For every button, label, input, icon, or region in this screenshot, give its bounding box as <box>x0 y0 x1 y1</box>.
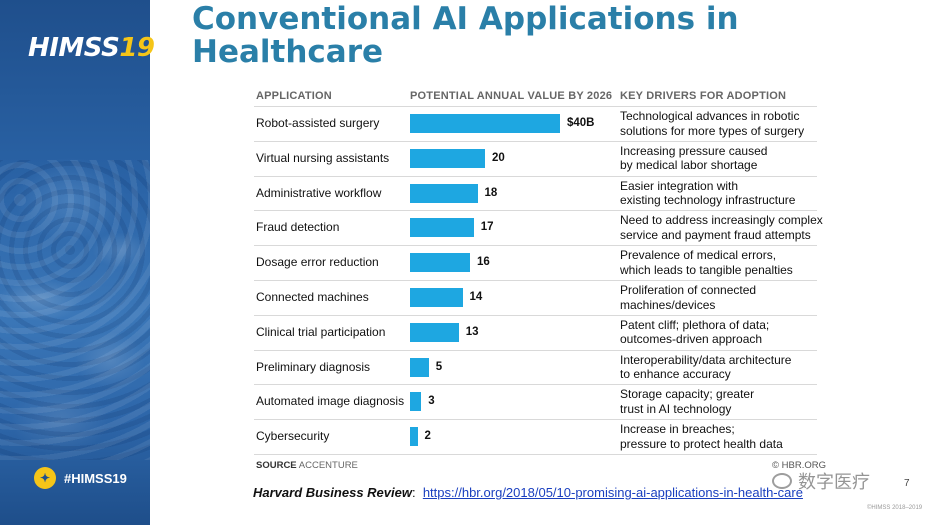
source-value: ACCENTURE <box>298 460 358 471</box>
value-label: 2 <box>424 430 431 443</box>
value-bar <box>410 114 560 133</box>
driver-line: Patent cliff; plethora of data; <box>620 317 770 332</box>
citation: Harvard Business Review: https://hbr.org… <box>253 485 803 500</box>
value-label: 3 <box>428 395 435 408</box>
driver-text: Interoperability/data architecture to enh… <box>620 353 791 382</box>
value-bar <box>410 392 422 412</box>
wechat-watermark: 数字医疗 <box>772 468 870 494</box>
driver-line: outcomes-driven approach <box>620 332 763 347</box>
driver-text: Storage capacity; greater trust in AI tec… <box>620 387 754 416</box>
driver-text: Patent cliff; plethora of data; outcomes-… <box>620 318 769 347</box>
driver-text: Increase in breaches; pressure to protect… <box>620 422 783 451</box>
page-number: 7 <box>904 478 910 489</box>
value-bar <box>410 288 463 307</box>
himss-logo: HIMSS19 <box>28 33 155 63</box>
driver-text: Easier integration with existing technolo… <box>620 179 795 208</box>
source-label: SOURCE <box>256 460 297 471</box>
logo-year: 19 <box>119 33 155 63</box>
column-header-value: POTENTIAL ANNUAL VALUE BY 2026 <box>410 90 613 102</box>
application-label: Connected machines <box>256 290 369 304</box>
application-label: Automated image diagnosis <box>256 394 405 409</box>
driver-line: to enhance accuracy <box>620 367 731 382</box>
driver-line: Technological advances in robotic <box>620 109 800 123</box>
hashtag-text: #HIMSS19 <box>64 470 127 486</box>
application-label: Virtual nursing assistants <box>256 150 390 165</box>
driver-text: Technological advances in robotic solutio… <box>620 109 804 138</box>
row-divider <box>254 106 817 107</box>
citation-separator: : <box>411 485 416 500</box>
value-label: 18 <box>484 186 498 199</box>
side-photo-panel: HIMSS19 ✦ #HIMSS19 <box>0 0 155 525</box>
driver-line: solutions for more types of surgery <box>620 123 805 138</box>
driver-text: Proliferation of connected machines/devic… <box>620 283 756 312</box>
row-divider <box>254 140 817 142</box>
value-label: 20 <box>492 151 505 164</box>
value-bar <box>410 253 470 273</box>
application-label: Robot-assisted surgery <box>256 116 380 130</box>
driver-line: Increasing pressure caused <box>620 143 768 158</box>
column-header-application: APPLICATION <box>256 90 332 102</box>
application-label: Preliminary diagnosis <box>256 359 371 374</box>
driver-line: Storage capacity; greater <box>620 387 755 402</box>
value-bar <box>410 322 459 342</box>
row-divider <box>254 210 817 212</box>
driver-line: Easier integration with <box>620 178 739 193</box>
citation-link[interactable]: https://hbr.org/2018/05/10-promising-ai-… <box>422 485 803 500</box>
application-label: Administrative workflow <box>256 185 382 200</box>
value-label: 16 <box>477 256 490 269</box>
application-label: Cybersecurity <box>256 429 330 444</box>
driver-line: Increase in breaches; <box>620 422 735 437</box>
driver-line: Prevalence of medical errors, <box>620 248 777 263</box>
citation-source-name: Harvard Business Review <box>253 485 412 500</box>
logo-text: HIMSS <box>28 33 120 63</box>
value-bar <box>410 357 429 377</box>
driver-text: Prevalence of medical errors, which leads… <box>620 248 793 277</box>
row-divider <box>254 454 817 455</box>
driver-line: which leads to tangible penalties <box>620 262 793 277</box>
driver-line: existing technology infrastructure <box>620 193 796 208</box>
column-header-drivers: KEY DRIVERS FOR ADOPTION <box>620 90 787 102</box>
value-label: 17 <box>480 221 494 234</box>
driver-line: by medical labor shortage <box>620 158 758 173</box>
chart-source: SOURCE ACCENTURE <box>256 460 358 471</box>
row-divider <box>254 245 817 247</box>
twitter-bird-icon: ✦ <box>34 467 56 489</box>
row-divider <box>254 419 817 421</box>
application-label: Fraud detection <box>256 220 340 235</box>
value-bar <box>410 427 418 447</box>
hashtag-block: ✦ #HIMSS19 <box>34 467 127 489</box>
row-divider <box>254 280 817 281</box>
application-label: Dosage error reduction <box>256 255 379 270</box>
value-bar <box>410 183 478 203</box>
driver-text: Increasing pressure caused by medical lab… <box>620 144 767 173</box>
chart-panel: APPLICATION POTENTIAL ANNUAL VALUE BY 20… <box>236 75 836 485</box>
application-label: Clinical trial participation <box>256 324 386 339</box>
copyright: ©HIMSS 2018–2019 <box>867 505 923 511</box>
driver-text: Need to address increasingly complex serv… <box>620 213 823 242</box>
row-divider <box>254 175 817 177</box>
wechat-icon <box>772 473 792 489</box>
driver-line: service and payment fraud attempts <box>620 227 811 242</box>
driver-line: Need to address increasingly complex <box>620 213 823 228</box>
driver-line: trust in AI technology <box>620 401 732 416</box>
slide-title: Conventional AI Applications in Healthca… <box>192 1 739 70</box>
row-divider <box>254 349 817 351</box>
driver-line: Interoperability/data architecture <box>620 352 792 367</box>
row-divider <box>254 384 817 386</box>
value-label: 14 <box>469 291 483 303</box>
row-divider <box>254 314 817 316</box>
driver-line: machines/devices <box>620 297 716 312</box>
watermark-text: 数字医疗 <box>798 472 870 492</box>
value-label: 5 <box>435 360 443 373</box>
crowd-photo <box>0 160 150 460</box>
value-label: $40B <box>567 117 595 129</box>
driver-line: pressure to protect health data <box>620 436 783 451</box>
value-label: 13 <box>465 325 479 338</box>
publisher-mark: © HBR.ORG <box>772 460 826 471</box>
value-bar <box>410 218 474 238</box>
value-bar <box>410 148 485 168</box>
driver-line: Proliferation of connected <box>620 283 757 297</box>
